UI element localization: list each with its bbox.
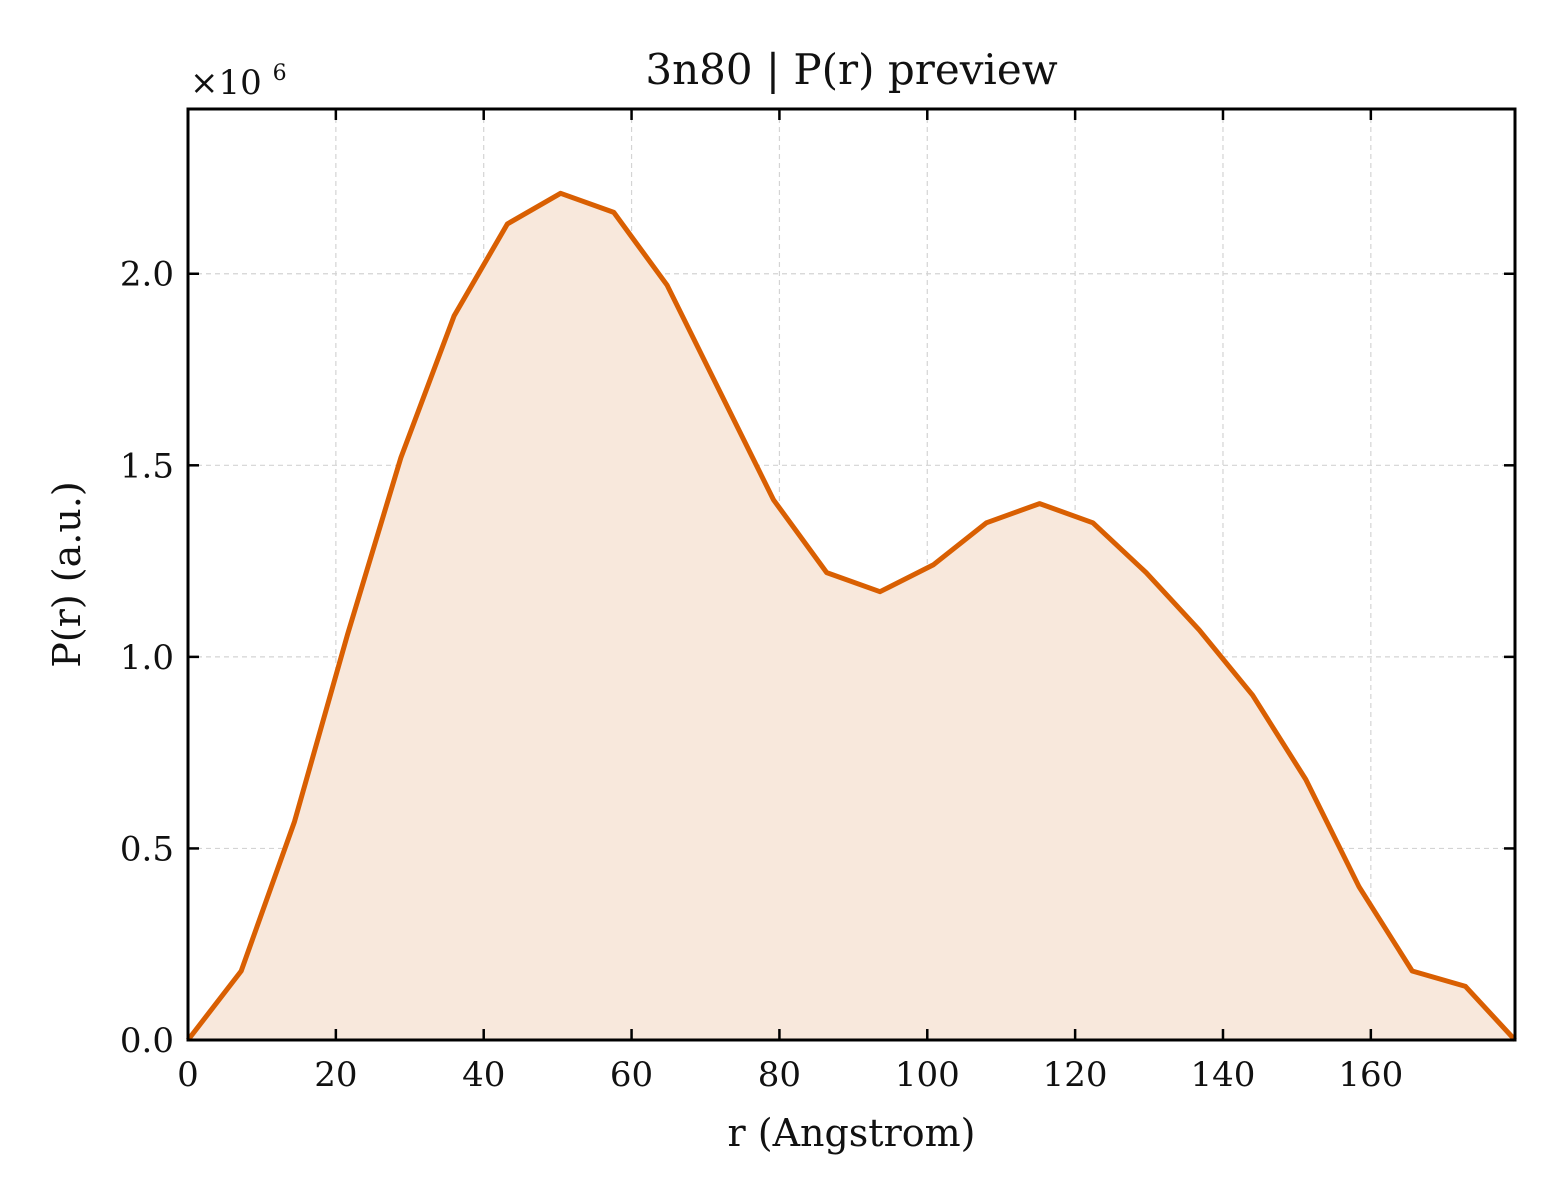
y-tick-label: 0.0 (120, 1021, 174, 1061)
x-tick-label: 40 (462, 1055, 505, 1095)
x-tick-label: 20 (314, 1055, 357, 1095)
x-tick-label: 60 (610, 1055, 653, 1095)
y-offset-prefix: ×10 (190, 63, 262, 103)
y-offset-multiplier: ×10 6 (190, 61, 287, 103)
x-tick-label: 100 (895, 1055, 960, 1095)
series-area-fill (188, 193, 1515, 1040)
y-tick-label: 0.5 (120, 829, 174, 869)
y-tick-label: 1.0 (120, 638, 174, 678)
data-layer (188, 193, 1515, 1040)
y-tick-label: 2.0 (120, 255, 174, 295)
x-tick-label: 80 (758, 1055, 801, 1095)
y-tick-label: 1.5 (120, 446, 174, 486)
x-tick-label: 160 (1338, 1055, 1403, 1095)
chart-title: 3n80 | P(r) preview (645, 45, 1057, 94)
y-axis-label: P(r) (a.u.) (45, 481, 89, 667)
x-axis-label: r (Angstrom) (728, 1111, 976, 1155)
x-tick-label: 0 (177, 1055, 199, 1095)
x-tick-label: 140 (1191, 1055, 1256, 1095)
x-tick-label: 120 (1043, 1055, 1108, 1095)
y-offset-exponent: 6 (273, 61, 287, 86)
